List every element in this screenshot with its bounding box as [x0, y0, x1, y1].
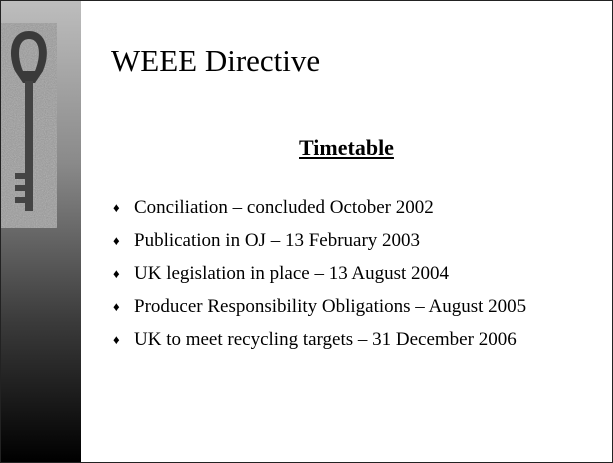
slide-subtitle: Timetable: [81, 135, 612, 161]
bullet-item: Conciliation – concluded October 2002: [113, 195, 583, 220]
bullet-item: UK to meet recycling targets – 31 Decemb…: [113, 327, 583, 352]
bullet-list: Conciliation – concluded October 2002 Pub…: [113, 195, 583, 360]
bullet-item: Producer Responsibility Obligations – Au…: [113, 294, 583, 319]
bullet-item: UK legislation in place – 13 August 2004: [113, 261, 583, 286]
key-image: [1, 23, 57, 228]
slide: WEEE Directive Timetable Conciliation – …: [0, 0, 613, 463]
bullet-item: Publication in OJ – 13 February 2003: [113, 228, 583, 253]
slide-title: WEEE Directive: [111, 43, 320, 79]
